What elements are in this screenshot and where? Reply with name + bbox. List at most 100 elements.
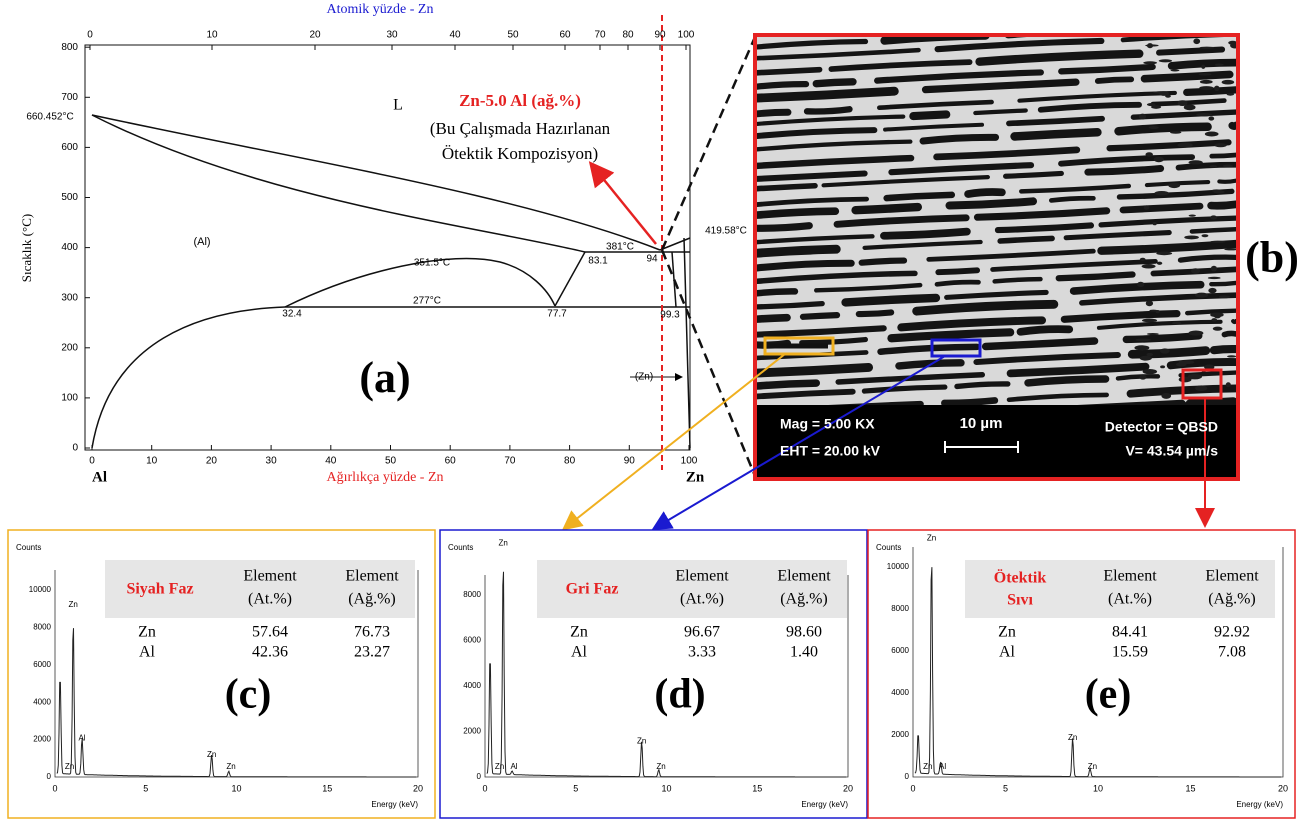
speck [1226, 382, 1231, 387]
x-title: Energy (keV) [1236, 800, 1283, 809]
table-cell: Zn [138, 624, 156, 641]
peak-label: Zn [207, 750, 216, 759]
element-label: Zn [686, 469, 705, 485]
x-tick-label: 0 [482, 783, 487, 793]
speck [1188, 160, 1202, 164]
lamella [1123, 206, 1200, 210]
lamella [757, 291, 795, 293]
speck [1139, 375, 1146, 380]
speck [1208, 116, 1214, 120]
speck [1156, 252, 1172, 256]
y-tick-label: 800 [61, 42, 78, 53]
table-cell: 98.60 [786, 624, 822, 641]
y-tick-label: 0 [72, 443, 78, 454]
y-tick-label: 6000 [463, 636, 481, 645]
lamella [1192, 229, 1236, 231]
x-tick-label: 0 [52, 783, 57, 793]
table-cell: 3.33 [688, 644, 716, 661]
phase-label: 83.1 [588, 256, 608, 267]
speck [1215, 63, 1224, 65]
lamella [757, 211, 835, 215]
speck [1135, 339, 1151, 342]
speck [1154, 157, 1164, 163]
phase-name: Ötektik [994, 569, 1047, 587]
phase-label: 351.5°C [414, 258, 450, 269]
callout-title: Zn-5.0 Al (ağ.%) [459, 91, 581, 110]
lamella [949, 201, 1033, 205]
lamella [757, 304, 822, 307]
lamella [968, 192, 1002, 194]
speck [1140, 258, 1146, 261]
speck [1137, 282, 1144, 287]
speck [1160, 348, 1170, 353]
speck [1143, 61, 1157, 64]
lamella [757, 249, 836, 253]
lamella [803, 315, 837, 317]
top-axis-title: Atomik yüzde - Zn [327, 2, 434, 17]
y-tick-label: 700 [61, 92, 78, 103]
y-tick-label: 8000 [891, 604, 909, 613]
speck [1199, 73, 1212, 76]
bottom-tick-label: 80 [564, 456, 576, 467]
x-tick-label: 5 [573, 783, 578, 793]
lamella [1233, 321, 1236, 322]
speck [1214, 143, 1226, 147]
bottom-tick-label: 20 [206, 456, 218, 467]
y-tick-label: 8000 [463, 590, 481, 599]
peak-label: Zn [65, 762, 74, 771]
lamella [856, 207, 918, 210]
lamella [1180, 257, 1236, 260]
y-tick-label: 6000 [891, 646, 909, 655]
speck [1227, 355, 1236, 357]
lamella [957, 384, 1008, 387]
speck [1149, 126, 1159, 129]
y-tick-label: 0 [47, 772, 52, 781]
speck [1199, 86, 1213, 90]
speck [1201, 65, 1205, 69]
speck [1157, 262, 1162, 265]
table-cell: 23.27 [354, 644, 390, 661]
bottom-tick-label: 70 [504, 456, 516, 467]
link-arrow [565, 354, 785, 528]
panel-label: (a) [359, 353, 410, 402]
peak-label: Zn [637, 736, 646, 745]
y-tick-label: 2000 [33, 735, 51, 744]
speck [1211, 266, 1217, 272]
table-cell: Zn [998, 624, 1016, 641]
y-title: Counts [448, 543, 473, 552]
column-header: Element [777, 568, 831, 585]
bottom-tick-label: 0 [89, 456, 95, 467]
top-tick-label: 70 [594, 30, 606, 41]
lamella [1232, 125, 1236, 126]
lamella [884, 232, 967, 236]
element-label: Al [92, 469, 107, 485]
phase-label: 419.58°C [705, 226, 747, 237]
y-title: Counts [16, 543, 41, 552]
speck [1205, 131, 1219, 136]
x-tick-label: 5 [1003, 783, 1008, 793]
table-cell: 84.41 [1112, 624, 1148, 641]
speck [1189, 215, 1196, 217]
speck [1208, 288, 1216, 294]
table-cell: 15.59 [1112, 644, 1148, 661]
lamella [757, 226, 809, 229]
x-tick-label: 20 [843, 783, 853, 793]
speck [1168, 183, 1180, 188]
panel-label: (d) [654, 672, 705, 718]
lamella [1187, 90, 1236, 92]
lamella [807, 109, 850, 111]
speck [1184, 235, 1199, 239]
lamella [1145, 74, 1230, 78]
top-tick-label: 10 [206, 30, 218, 41]
phase-label: 99.3 [660, 310, 680, 321]
speck [1227, 93, 1235, 96]
x-title: Energy (keV) [371, 800, 418, 809]
phase-name: Gri Faz [566, 581, 619, 598]
speck [1213, 190, 1224, 193]
top-tick-label: 50 [507, 30, 519, 41]
panel-label: (c) [225, 672, 272, 718]
column-header: (At.%) [680, 591, 724, 608]
speck [1195, 385, 1207, 391]
speck [1184, 104, 1196, 110]
speck [1208, 277, 1221, 279]
